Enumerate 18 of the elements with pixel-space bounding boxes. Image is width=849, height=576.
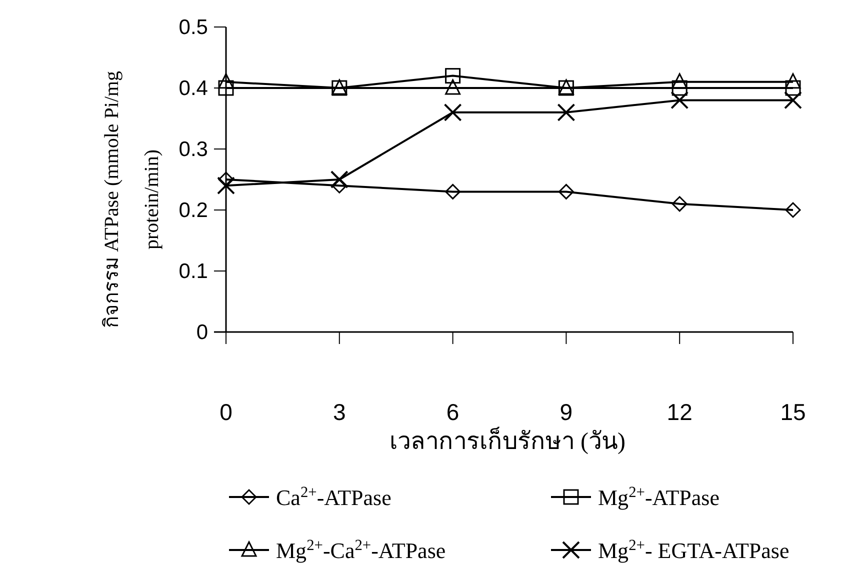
- y-axis-title: กิจกรรม ATPase (mmole Pi/mg protein/min): [101, 70, 163, 328]
- y-tick-label: 0: [196, 321, 208, 344]
- y-tick-label: 0.1: [178, 260, 208, 283]
- legend-label: Mg$^{2+}$- EGTA-ATPase: [598, 536, 790, 563]
- legend-label: Ca$^{2+}$-ATPase: [276, 484, 392, 510]
- x-tick-label: 15: [780, 399, 806, 425]
- x-tick-label: 0: [220, 399, 232, 425]
- y-tick-label: 0.5: [178, 16, 208, 39]
- y-tick-label: 0.3: [178, 138, 208, 161]
- x-tick-label: 6: [446, 399, 460, 425]
- x-tick-label: 12: [666, 399, 692, 425]
- x-tick-label: 9: [560, 399, 573, 425]
- x-axis-title: เวลาการเก็บรักษา (วัน): [390, 426, 626, 455]
- legend-label: Mg$^{2+}$-Ca$^{2+}$-ATPase: [276, 536, 446, 563]
- y-tick-label: 0.2: [178, 199, 208, 222]
- x-tick-label: 3: [333, 399, 346, 425]
- legend-label: Mg$^{2+}$-ATPase: [598, 484, 720, 510]
- y-tick-label: 0.4: [178, 77, 208, 100]
